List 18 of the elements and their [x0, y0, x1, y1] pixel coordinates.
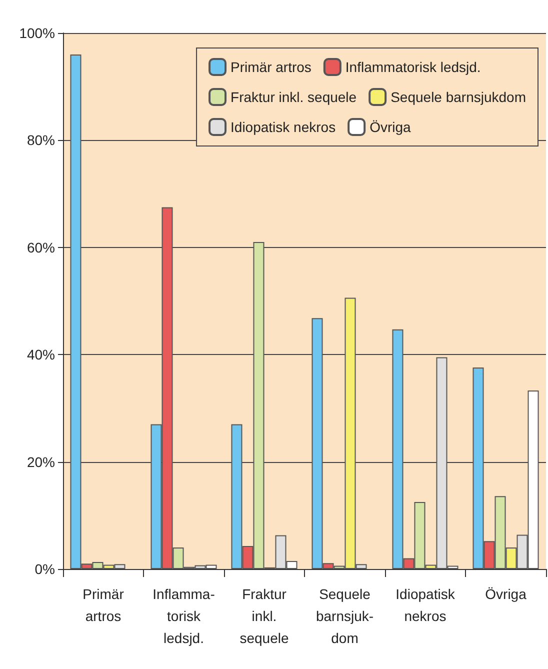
x-tick-label: Primär artros: [82, 586, 124, 624]
legend-label: Sequele barnsjukdom: [390, 89, 526, 105]
y-tick-label: 100%: [19, 25, 55, 41]
x-tick-label: Idiopatisk nekros: [396, 586, 456, 624]
y-tick-label: 20%: [26, 454, 55, 470]
y-tick-label: 40%: [26, 346, 55, 363]
x-tick-label: Sequele barnsjuk- dom: [316, 586, 374, 646]
y-tick-label: 60%: [26, 239, 55, 256]
legend-label: Idiopatisk nekros: [230, 119, 336, 135]
y-tick-label: 80%: [26, 132, 55, 148]
legend-label: Primär artros: [230, 59, 312, 75]
legend-label: Inflammatorisk ledsjd.: [345, 59, 481, 75]
y-tick-label: 0%: [34, 561, 55, 577]
x-tick-label: Övriga: [485, 586, 527, 602]
legend-label: Övriga: [370, 119, 412, 135]
x-tick-label: Fraktur inkl. sequele: [240, 586, 289, 646]
legend-label: Fraktur inkl. sequele: [230, 89, 357, 105]
x-tick-label: Inflamma- torisk ledsjd.: [152, 586, 216, 646]
